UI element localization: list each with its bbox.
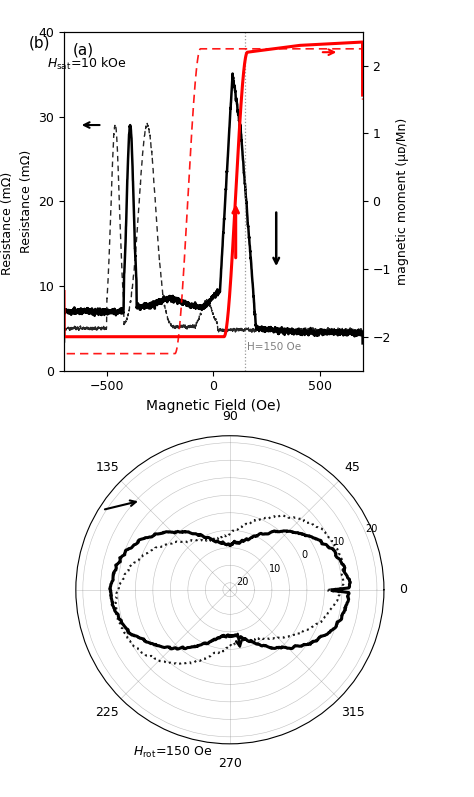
Text: (a): (a) bbox=[73, 42, 94, 57]
Text: $H_{\rm sat}$=10 kOe: $H_{\rm sat}$=10 kOe bbox=[47, 56, 127, 72]
Y-axis label: Resistance (mΩ): Resistance (mΩ) bbox=[20, 150, 33, 253]
Text: Resistance (mΩ): Resistance (mΩ) bbox=[0, 171, 14, 275]
Y-axis label: magnetic moment (μᴅ/Mn): magnetic moment (μᴅ/Mn) bbox=[396, 118, 409, 285]
X-axis label: Magnetic Field (Oe): Magnetic Field (Oe) bbox=[146, 398, 281, 413]
Text: H=150 Oe: H=150 Oe bbox=[247, 342, 301, 352]
Text: $H_{\rm rot}$=150 Oe: $H_{\rm rot}$=150 Oe bbox=[133, 744, 212, 760]
Text: (b): (b) bbox=[28, 36, 50, 51]
